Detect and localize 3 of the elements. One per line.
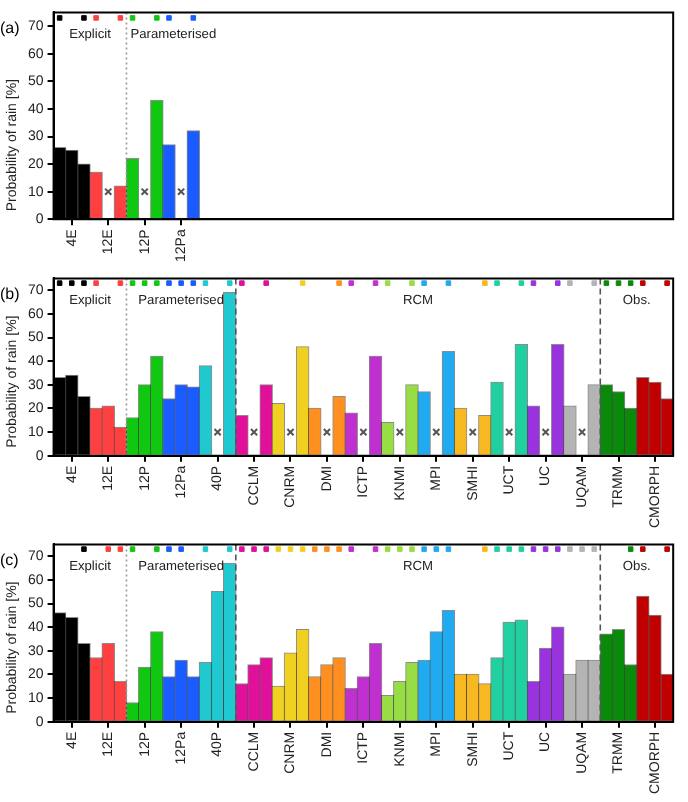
chart-title: (a): [0, 18, 21, 37]
chart-title: (c): [0, 550, 20, 569]
chart-title: (b): [0, 284, 21, 303]
